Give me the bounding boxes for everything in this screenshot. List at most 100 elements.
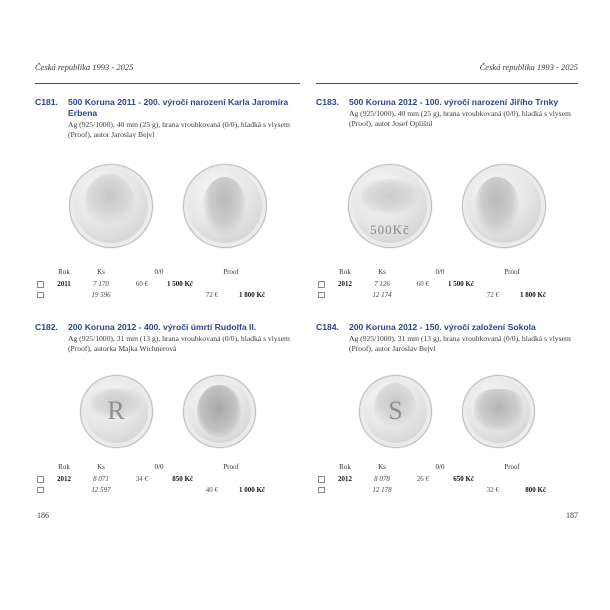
year-cell: 2011 [57, 280, 71, 288]
bu-kc-cell [434, 290, 476, 301]
entry-code: C184. [316, 322, 339, 332]
page-number-left: 186 [37, 511, 49, 520]
proof-kc-cell [223, 474, 267, 485]
checkbox-mark [318, 485, 330, 496]
page-left: Česká republika 1993 - 2025 C181. 500 Ko… [35, 62, 300, 532]
col-header-rok: Rok [339, 268, 351, 276]
col-header-proof: Proof [223, 463, 239, 471]
price-table: Rok Ks 0/0 Proof 2011 7 170 60 € 1 500 K… [37, 267, 300, 300]
linden-tree-motif [85, 174, 135, 230]
entry-c184: C184. 200 Koruna 2012 - 150. výročí zalo… [316, 322, 578, 495]
entry-code: C181. [35, 97, 58, 107]
col-header-ks: Ks [97, 268, 105, 276]
coin-obverse-puppets-500kc-image: 500Kč [348, 164, 432, 248]
proof-eur-cell: 72 € [486, 290, 499, 299]
entry-code: C183. [316, 97, 339, 107]
bu-kc-cell [153, 290, 195, 301]
proof-eur-cell: 72 € [205, 290, 218, 299]
col-header-bu: 0/0 [435, 268, 445, 276]
bu-eur-cell: 60 € [416, 280, 429, 288]
checkbox-mark [37, 485, 49, 496]
col-header-proof: Proof [223, 268, 239, 276]
proof-kc-cell [223, 279, 267, 290]
rudolf-portrait-motif [197, 384, 241, 438]
checkbox-mark [37, 279, 49, 290]
mintage-cell: 8 078 [374, 475, 390, 483]
entry-title: 500 Koruna 2012 - 100. výročí narození J… [349, 97, 559, 107]
year-cell: 2012 [338, 475, 352, 483]
sokol-ornament-motif [373, 383, 416, 432]
coin-reverse-rudolf-portrait-image [182, 374, 256, 448]
page-number-right: 187 [566, 511, 578, 520]
coin-reverse-erben-portrait-image [182, 164, 267, 248]
bu-eur-cell [123, 485, 153, 496]
proof-kc-cell: 1 000 Kč [238, 485, 265, 494]
checkbox-mark [37, 474, 49, 485]
col-header-rok: Rok [58, 463, 70, 471]
col-header-bu: 0/0 [154, 463, 164, 471]
proof-eur-cell [476, 474, 504, 485]
entry-spec: Ag (925/1000), 40 mm (25 g), hrana vroub… [349, 109, 571, 128]
entry-title: 200 Koruna 2012 - 400. výročí úmrtí Rudo… [68, 322, 257, 332]
coin-obverse-horseman-monogram-image: R [79, 374, 153, 448]
bu-kc-cell [434, 485, 476, 496]
mintage-cell: 7 126 [374, 280, 390, 288]
price-table: Rok Ks 0/0 Proof 2012 8 078 26 € 650 Kč … [318, 462, 578, 495]
coin-obverse-sokol-monogram-image: S [359, 374, 432, 448]
bu-eur-cell: 26 € [416, 475, 429, 483]
year-cell [330, 290, 360, 301]
coin-obverse-linden-tree-image [68, 164, 153, 248]
entry-title: 500 Koruna 2011 - 200. výročí narození K… [68, 97, 289, 118]
monogram-letter: R [107, 396, 125, 425]
checkbox-mark [318, 474, 330, 485]
coin-images-row: S [316, 368, 578, 454]
col-header-ks: Ks [378, 268, 386, 276]
entry-head: C183. 500 Koruna 2012 - 100. výročí naro… [316, 97, 578, 153]
coin-images-row [35, 153, 300, 259]
entry-spec: Ag (925/1000), 40 mm (25 g), hrana vroub… [68, 120, 290, 139]
year-cell [330, 485, 360, 496]
entry-heading: C183. 500 Koruna 2012 - 100. výročí naro… [316, 97, 578, 108]
checkbox-mark [37, 290, 49, 301]
year-cell [49, 290, 79, 301]
year-cell: 2012 [338, 280, 352, 288]
entry-head: C181. 500 Koruna 2011 - 200. výročí naro… [35, 97, 300, 153]
col-header-ks: Ks [97, 463, 105, 471]
checkbox-mark [318, 279, 330, 290]
bu-eur-cell: 60 € [135, 280, 148, 288]
proof-kc-cell: 1 800 Kč [519, 290, 546, 299]
entry-c181: C181. 500 Koruna 2011 - 200. výročí naro… [35, 97, 300, 300]
bu-eur-cell: 34 € [135, 475, 148, 483]
mintage-cell: 12 597 [91, 485, 111, 494]
entry-head: C184. 200 Koruna 2012 - 150. výročí zalo… [316, 322, 578, 368]
bu-kc-cell: 1 500 Kč [447, 280, 474, 288]
mintage-cell: 8 071 [93, 475, 109, 483]
proof-kc-cell: 800 Kč [525, 485, 546, 494]
proof-eur-cell [195, 279, 223, 290]
bu-kc-cell: 650 Kč [453, 475, 474, 483]
col-header-bu: 0/0 [154, 268, 164, 276]
bu-eur-cell [404, 485, 434, 496]
price-table: Rok Ks 0/0 Proof 2012 7 126 60 € 1 500 K… [318, 267, 578, 300]
checkbox-mark [318, 290, 330, 301]
proof-kc-cell [504, 279, 548, 290]
coin-images-row: R [35, 368, 300, 454]
puppet-figures-motif [360, 179, 420, 213]
entry-c182: C182. 200 Koruna 2012 - 400. výročí úmrt… [35, 322, 300, 495]
monogram-letter: S [388, 396, 403, 425]
entry-head: C182. 200 Koruna 2012 - 400. výročí úmrt… [35, 322, 300, 368]
running-header-left: Česká republika 1993 - 2025 [35, 62, 300, 84]
col-header-bu: 0/0 [435, 463, 445, 471]
mintage-cell: 7 170 [93, 280, 109, 288]
year-cell [49, 485, 79, 496]
mintage-cell: 12 174 [372, 290, 392, 299]
running-header-right: Česká republika 1993 - 2025 [316, 62, 578, 84]
entry-title: 200 Koruna 2012 - 150. výročí založení S… [349, 322, 536, 332]
bu-kc-cell: 1 500 Kč [166, 280, 193, 288]
bu-kc-cell [153, 485, 195, 496]
trnka-portrait-motif [475, 177, 520, 237]
coin-reverse-trnka-portrait-image [462, 164, 546, 248]
face-value-label: 500Kč [370, 221, 410, 237]
entry-heading: C184. 200 Koruna 2012 - 150. výročí zalo… [316, 322, 578, 333]
